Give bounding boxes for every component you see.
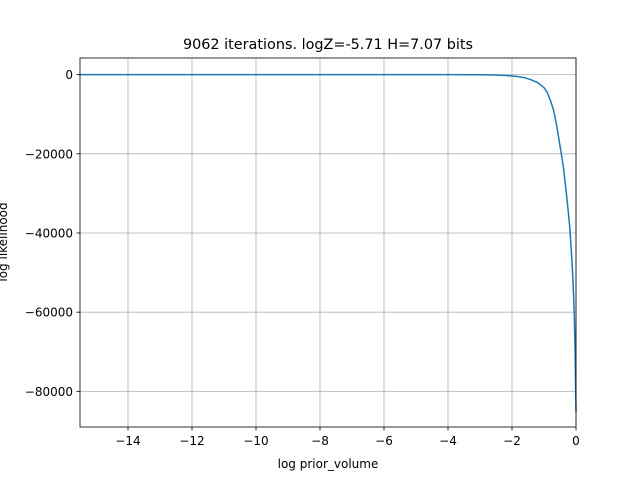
y-tick-label: −40000: [25, 226, 73, 240]
x-tick-label: 0: [572, 434, 580, 448]
x-tick-label: −4: [439, 434, 457, 448]
x-axis-ticks: −14 −12 −10 −8 −6 −4 −2 0: [115, 427, 580, 448]
x-tick-label: −14: [115, 434, 140, 448]
plot-frame: [79, 57, 577, 428]
y-tick-label: −20000: [25, 147, 73, 161]
x-tick-label: −12: [179, 434, 204, 448]
x-axis-label: log prior_volume: [278, 457, 379, 471]
y-tick-label: −80000: [25, 385, 73, 399]
y-tick-label: 0: [65, 68, 73, 82]
chart-title: 9062 iterations. logZ=-5.71 H=7.07 bits: [183, 37, 473, 53]
y-axis-ticks: 0 −20000 −40000 −60000 −80000: [25, 68, 80, 399]
y-axis-label: log likelihood: [0, 202, 10, 281]
x-tick-label: −10: [243, 434, 268, 448]
x-tick-label: −6: [375, 434, 393, 448]
y-tick-label: −60000: [25, 306, 73, 320]
series-line: [79, 73, 577, 412]
x-tick-label: −2: [503, 434, 521, 448]
x-tick-label: −8: [311, 434, 329, 448]
series-layer: [79, 73, 577, 412]
